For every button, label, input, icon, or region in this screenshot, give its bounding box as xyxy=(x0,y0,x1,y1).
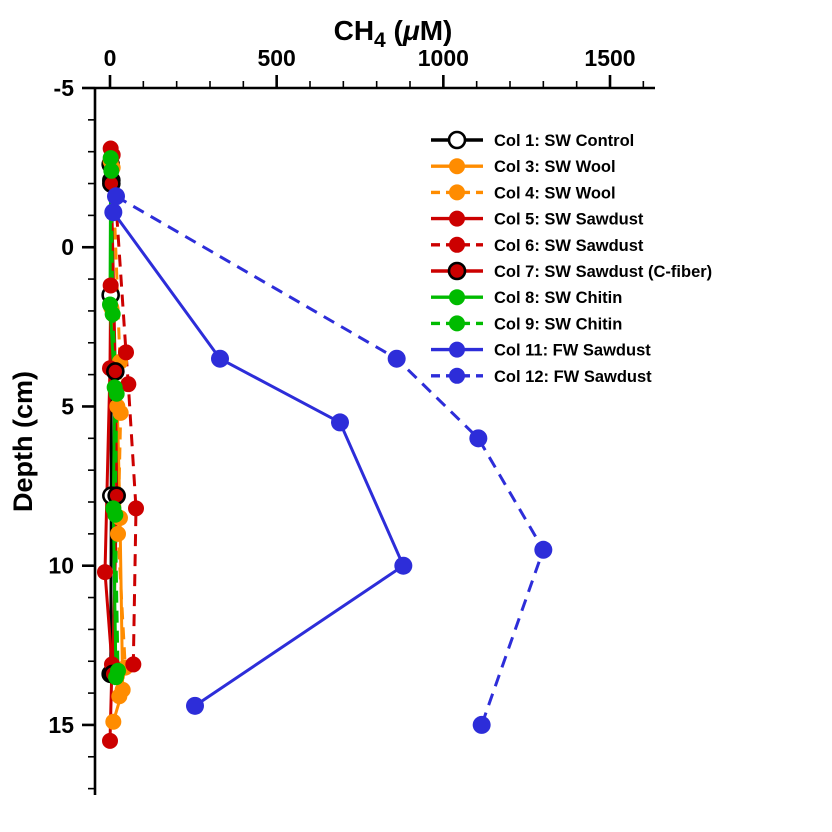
legend-label: Col 8: SW Chitin xyxy=(494,289,622,307)
data-point-col12 xyxy=(107,187,125,206)
legend-item-col3: Col 3: SW Wool xyxy=(431,158,616,176)
legend-label: Col 7: SW Sawdust (C-fiber) xyxy=(494,263,712,281)
data-point-col6 xyxy=(118,344,134,361)
y-axis-label: Depth (cm) xyxy=(8,371,38,512)
legend-label: Col 6: SW Sawdust xyxy=(494,237,644,255)
legend-label: Col 9: SW Chitin xyxy=(494,315,622,333)
data-point-col4 xyxy=(110,525,126,542)
data-point-col7 xyxy=(106,362,125,381)
data-point-col8 xyxy=(102,150,119,167)
data-point-col12 xyxy=(469,429,488,448)
data-point-col6 xyxy=(120,376,137,393)
data-point-col11 xyxy=(449,341,465,358)
data-point-col4 xyxy=(111,688,128,705)
data-point-col12 xyxy=(472,715,491,734)
y-tick-label: 5 xyxy=(61,393,74,419)
y-tick-label: 0 xyxy=(61,234,74,260)
data-point-col12 xyxy=(387,349,406,368)
y-tick-label: -5 xyxy=(54,75,75,101)
series-line-col12 xyxy=(115,195,545,726)
data-point-col6 xyxy=(128,500,144,517)
y-tick-label: 15 xyxy=(48,712,74,738)
legend-item-col7: Col 7: SW Sawdust (C-fiber) xyxy=(431,261,712,281)
data-point-col11 xyxy=(331,413,349,432)
data-point-col5 xyxy=(102,277,119,294)
series-line-col11 xyxy=(112,211,406,708)
data-point-col12 xyxy=(449,367,465,384)
legend: Col 1: SW Control Col 3: SW Wool Col 4: SW… xyxy=(431,130,712,386)
data-point-col5 xyxy=(97,564,113,581)
data-point-col12 xyxy=(534,540,553,559)
legend-item-col11: Col 11: FW Sawdust xyxy=(431,341,651,360)
axes: 0 500 1000 1500 -5 0 5 10 15 xyxy=(48,45,655,795)
legend-item-col12: Col 12: FW Sawdust xyxy=(431,367,652,386)
x-tick-label: 1000 xyxy=(418,45,469,71)
data-point-col3 xyxy=(449,158,465,175)
data-point-col11 xyxy=(211,349,229,368)
data-point-col4 xyxy=(112,404,129,421)
data-point-col9 xyxy=(104,306,121,323)
data-point-col9 xyxy=(108,385,125,402)
legend-item-col8: Col 8: SW Chitin xyxy=(431,289,622,307)
x-tick-label: 500 xyxy=(257,45,295,71)
x-tick-label: 1500 xyxy=(584,45,635,71)
data-point-col1 xyxy=(447,130,467,150)
legend-label: Col 1: SW Control xyxy=(494,132,634,150)
y-tick-label: 10 xyxy=(48,553,74,579)
legend-label: Col 12: FW Sawdust xyxy=(494,368,652,386)
data-point-col9 xyxy=(107,506,124,523)
data-point-col5 xyxy=(449,210,465,227)
data-point-col6 xyxy=(449,236,465,253)
legend-label: Col 5: SW Sawdust xyxy=(494,211,644,229)
data-point-col11 xyxy=(186,696,204,715)
legend-item-col9: Col 9: SW Chitin xyxy=(431,315,622,333)
data-point-col11 xyxy=(104,203,123,222)
data-point-col6 xyxy=(125,656,142,673)
data-point-col3 xyxy=(105,713,122,730)
legend-item-col6: Col 6: SW Sawdust xyxy=(431,236,644,255)
legend-item-col1: Col 1: SW Control xyxy=(431,130,634,150)
data-point-col7 xyxy=(447,261,467,281)
chart-title: CH4 (μM) xyxy=(334,15,453,52)
data-point-col9 xyxy=(449,315,465,332)
data-point-col8 xyxy=(449,289,465,306)
data-point-col5 xyxy=(102,732,118,749)
legend-label: Col 11: FW Sawdust xyxy=(494,342,651,360)
legend-label: Col 4: SW Wool xyxy=(494,184,616,202)
legend-item-col4: Col 4: SW Wool xyxy=(431,184,616,202)
legend-label: Col 3: SW Wool xyxy=(494,158,616,176)
series-markers xyxy=(97,140,553,749)
data-point-col9 xyxy=(110,662,126,679)
data-point-col4 xyxy=(449,184,465,201)
data-point-col11 xyxy=(394,556,413,575)
data-point-col9 xyxy=(103,162,120,179)
x-tick-label: 0 xyxy=(104,45,117,71)
legend-item-col5: Col 5: SW Sawdust xyxy=(431,210,644,229)
